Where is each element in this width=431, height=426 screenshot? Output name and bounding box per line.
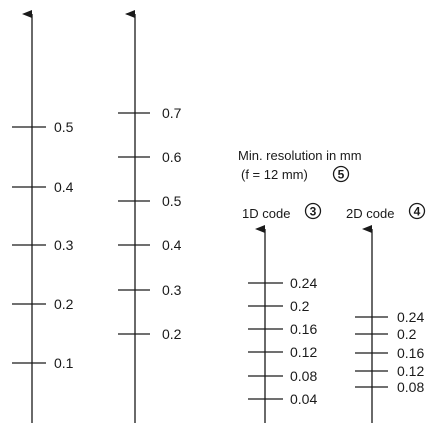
- scale-tick-label: 0.04: [290, 391, 317, 407]
- heading-marker: 5: [332, 165, 350, 183]
- scale-tick-label: 0.6: [162, 149, 182, 165]
- svg-text:5: 5: [338, 168, 345, 182]
- scale-tick-label: 0.5: [54, 119, 74, 135]
- scale-tick-label: 0.1: [54, 355, 74, 371]
- scale-tick-label: 0.4: [54, 179, 74, 195]
- scale-tick-label: 0.12: [290, 344, 317, 360]
- scale-title: 1D code: [242, 206, 290, 221]
- scale-tick-label: 0.16: [290, 321, 317, 337]
- heading-line-1: Min. resolution in mm: [238, 148, 362, 163]
- svg-text:3: 3: [310, 205, 317, 219]
- scale-tick-label: 0.08: [290, 368, 317, 384]
- svg-text:4: 4: [414, 205, 421, 219]
- scale-left-1: 0.5 0.4 0.3 0.2 0.1: [12, 10, 74, 423]
- scale-tick-label: 0.2: [290, 298, 310, 314]
- scale-left-2: 0.7 0.6 0.5 0.4 0.3 0.2: [118, 10, 182, 423]
- scale-tick-label: 0.2: [54, 296, 74, 312]
- scale-tick-label: 0.3: [162, 282, 182, 298]
- scale-tick-label: 0.16: [397, 345, 424, 361]
- scale-2d-code: 2D code 4 0.24 0.2 0.16 0.12 0.08: [346, 202, 426, 423]
- scale-tick-label: 0.3: [54, 237, 74, 253]
- scale-marker: 3: [304, 202, 322, 220]
- scale-tick-label: 0.5: [162, 193, 182, 209]
- scale-1d-code: 1D code 3 0.24 0.2 0.16 0.12 0.08 0.04: [242, 202, 322, 423]
- scale-tick-label: 0.08: [397, 379, 424, 395]
- scale-tick-label: 0.24: [290, 275, 317, 291]
- scale-marker: 4: [408, 202, 426, 220]
- heading-line-2: (f = 12 mm): [241, 167, 308, 182]
- scale-tick-label: 0.2: [162, 326, 182, 342]
- scale-tick-label: 0.7: [162, 105, 182, 121]
- scale-tick-label: 0.12: [397, 363, 424, 379]
- scale-title: 2D code: [346, 206, 394, 221]
- scale-tick-label: 0.24: [397, 309, 424, 325]
- scale-tick-label: 0.4: [162, 237, 182, 253]
- scale-tick-label: 0.2: [397, 326, 417, 342]
